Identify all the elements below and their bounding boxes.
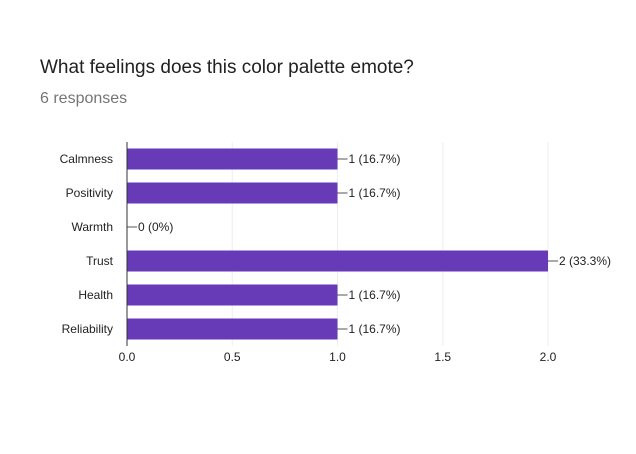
x-tick-labels: 0.0 0.5 1.0 1.5 2.0 — [119, 350, 557, 364]
data-label: 1 (16.7%) — [349, 186, 401, 200]
data-label: 1 (16.7%) — [349, 288, 401, 302]
bar — [127, 250, 548, 272]
x-tick-label: 1.5 — [434, 350, 451, 364]
category-label: Warmth — [71, 220, 113, 234]
category-labels: Calmness Positivity Warmth Trust Health Relia… — [60, 152, 114, 336]
grid-lines — [231, 142, 549, 346]
bar — [127, 284, 338, 306]
category-label: Calmness — [60, 152, 113, 166]
category-label: Health — [78, 288, 113, 302]
x-tick-label: 2.0 — [540, 350, 557, 364]
bar — [127, 182, 338, 204]
data-labels: 1 (16.7%) 1 (16.7%) 0 (0%) 2 (33.3%) 1 (16.7… — [127, 152, 611, 336]
category-label: Positivity — [66, 186, 113, 200]
category-label: Reliability — [62, 322, 113, 336]
bar — [127, 318, 338, 340]
data-label: 1 (16.7%) — [349, 322, 401, 336]
data-label: 2 (33.3%) — [559, 254, 611, 268]
x-tick-label: 0.0 — [119, 350, 136, 364]
data-label: 1 (16.7%) — [349, 152, 401, 166]
category-label: Trust — [86, 254, 114, 268]
x-tick-label: 1.0 — [329, 350, 346, 364]
response-count: 6 responses — [40, 90, 128, 107]
data-label: 0 (0%) — [138, 220, 173, 234]
bar — [127, 148, 338, 170]
bars — [127, 148, 548, 340]
question-title: What feelings does this color palette em… — [40, 57, 414, 78]
x-tick-label: 0.5 — [224, 350, 241, 364]
